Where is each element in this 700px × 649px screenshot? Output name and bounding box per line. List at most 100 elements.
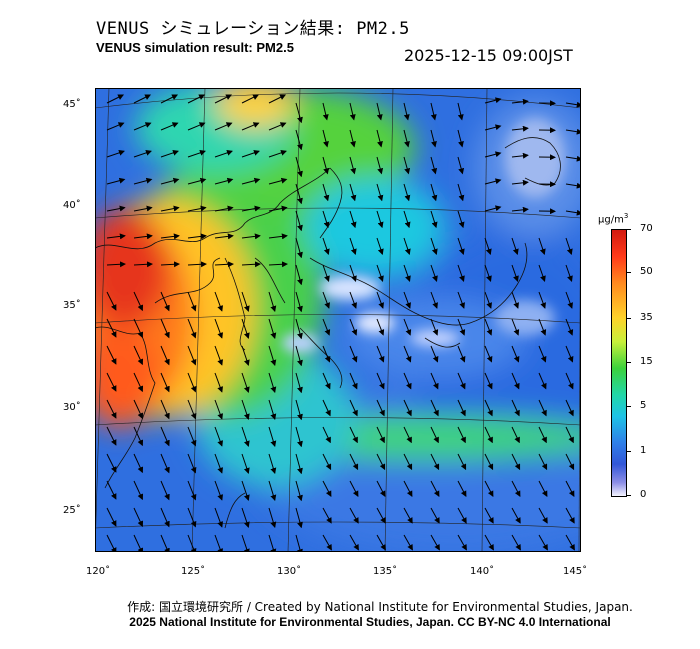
wind-arrow (268, 345, 277, 367)
wind-arrow (214, 372, 223, 393)
wind-arrow (322, 156, 330, 175)
wind-arrow (376, 237, 384, 256)
wind-arrow (106, 261, 126, 268)
colorbar-label-5: 5 (640, 400, 647, 411)
wind-arrow (403, 426, 412, 444)
wind-arrow (484, 453, 494, 471)
wind-arrow (241, 122, 260, 131)
lat-label-35: 35˚ (63, 300, 81, 311)
wind-arrow (376, 318, 385, 336)
wind-arrow (349, 453, 359, 471)
wind-arrow (160, 149, 179, 158)
wind-arrow (565, 291, 573, 309)
wind-arrow (457, 291, 465, 309)
lon-label-125: 125˚ (181, 566, 206, 577)
wind-arrow (106, 94, 124, 104)
lon-label-145: 145˚ (563, 566, 588, 577)
wind-arrow (214, 426, 223, 447)
wind-arrow (430, 453, 440, 471)
wind-arrow (295, 156, 303, 178)
lat-label-25: 25˚ (63, 505, 81, 516)
wind-arrow (484, 151, 502, 158)
wind-arrow (565, 182, 581, 189)
wind-arrow (484, 318, 493, 336)
wind-arrow (106, 291, 117, 311)
colorbar-tick (626, 362, 631, 363)
wind-arrow (160, 399, 170, 420)
wind-arrow (160, 453, 170, 474)
wind-arrow (349, 237, 357, 256)
wind-arrow (538, 507, 548, 524)
wind-arrow (214, 122, 233, 131)
wind-arrow (511, 318, 520, 336)
wind-arrow (403, 129, 410, 148)
wind-arrow (484, 372, 493, 390)
wind-arrow (430, 129, 437, 148)
wind-arrow (133, 372, 144, 393)
wind-arrow (214, 205, 234, 212)
colorbar-label-35: 35 (640, 312, 653, 323)
wind-arrow (376, 102, 383, 121)
wind-arrow (241, 534, 250, 552)
wind-arrow (295, 129, 303, 151)
wind-arrow (268, 291, 277, 313)
wind-arrow (106, 318, 117, 338)
wind-arrow (214, 345, 223, 366)
wind-arrow (322, 399, 331, 417)
wind-arrow (214, 261, 234, 268)
wind-arrow (133, 480, 144, 501)
wind-arrow (565, 426, 574, 444)
wind-arrow (187, 233, 207, 240)
wind-arrow (403, 291, 411, 309)
wind-arrow (430, 102, 437, 121)
wind-arrow (214, 233, 234, 240)
wind-arrow (376, 426, 385, 444)
wind-arrow (511, 237, 519, 256)
wind-arrow (511, 345, 520, 363)
forecast-timestamp: 2025-12-15 09:00JST (404, 46, 573, 65)
wind-arrow (430, 534, 440, 551)
wind-arrow (160, 205, 180, 212)
wind-arrow (106, 149, 125, 158)
wind-arrow (106, 534, 117, 552)
wind-arrow (403, 156, 411, 175)
wind-arrow (322, 480, 332, 497)
wind-arrow (214, 453, 223, 474)
wind-arrow (133, 149, 152, 158)
wind-arrow (106, 205, 126, 212)
wind-arrow (430, 183, 438, 202)
wind-arrow (349, 534, 359, 551)
wind-arrow (511, 206, 529, 213)
wind-arrow (457, 399, 466, 417)
wind-arrow (538, 372, 547, 390)
colorbar-tick (626, 451, 631, 452)
wind-arrow (565, 507, 575, 524)
wind-arrow (484, 345, 493, 363)
wind-arrow (187, 426, 197, 447)
wind-arrow (187, 372, 197, 393)
wind-arrow (160, 534, 170, 552)
wind-arrow (214, 291, 223, 312)
wind-arrow (133, 399, 144, 420)
wind-vectors (106, 94, 581, 552)
wind-arrow (322, 453, 332, 471)
wind-arrow (106, 233, 126, 240)
wind-arrow (484, 534, 494, 551)
wind-arrow (214, 177, 234, 185)
wind-arrow (187, 345, 197, 366)
wind-arrow (403, 507, 413, 524)
wind-arrow (295, 372, 303, 394)
wind-arrow (403, 264, 411, 282)
wind-arrow (403, 372, 412, 390)
wind-arrow (484, 178, 502, 185)
wind-arrow (376, 345, 385, 363)
wind-arrow (268, 372, 277, 394)
wind-arrow (403, 345, 412, 363)
pm25-map-svg (95, 88, 581, 552)
wind-arrow (376, 156, 384, 175)
wind-arrow (160, 372, 170, 393)
wind-arrow (511, 453, 521, 471)
wind-arrow (214, 149, 233, 158)
wind-arrow (187, 507, 197, 528)
pm25-map (95, 88, 581, 552)
